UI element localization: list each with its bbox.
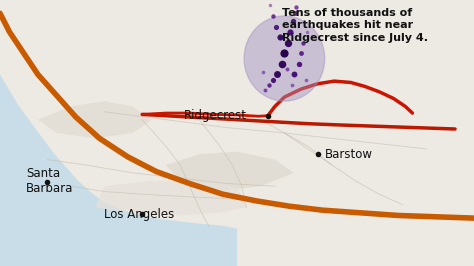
Point [264, 114, 272, 118]
Point [262, 88, 269, 93]
Text: Santa
Barbara: Santa Barbara [26, 167, 73, 195]
Point [288, 83, 295, 87]
Polygon shape [0, 74, 237, 266]
Point [297, 51, 305, 55]
Point [289, 19, 297, 23]
Point [286, 30, 294, 34]
Point [314, 152, 321, 156]
Polygon shape [38, 101, 152, 138]
Point [138, 212, 146, 216]
Point [266, 3, 274, 7]
Text: Barstow: Barstow [325, 148, 373, 161]
Point [273, 72, 281, 77]
Point [290, 72, 298, 77]
Point [269, 14, 276, 18]
Ellipse shape [244, 16, 325, 101]
Point [276, 35, 283, 39]
Point [283, 67, 291, 71]
Text: Ridgecrest: Ridgecrest [183, 109, 246, 122]
Polygon shape [166, 152, 294, 192]
Point [291, 11, 299, 15]
Point [292, 5, 300, 9]
Point [300, 40, 307, 45]
Point [259, 70, 267, 74]
Polygon shape [95, 181, 246, 215]
Point [265, 83, 273, 87]
Point [44, 180, 51, 184]
Point [303, 30, 311, 34]
Text: Tens of thousands of
earthquakes hit near
Ridgecrest since July 4.: Tens of thousands of earthquakes hit nea… [282, 8, 428, 43]
Text: Los Angeles: Los Angeles [104, 208, 174, 221]
Point [281, 51, 288, 55]
Point [284, 40, 292, 45]
Point [302, 78, 310, 82]
Point [269, 78, 276, 82]
Point [278, 62, 286, 66]
Point [295, 62, 302, 66]
Point [272, 24, 280, 29]
